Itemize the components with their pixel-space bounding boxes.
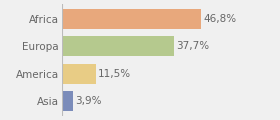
Bar xyxy=(62,36,174,56)
Text: 3,9%: 3,9% xyxy=(76,96,102,106)
Bar xyxy=(62,64,96,84)
Text: 11,5%: 11,5% xyxy=(98,69,131,79)
Bar xyxy=(62,91,73,111)
Text: 46,8%: 46,8% xyxy=(204,14,237,24)
Bar xyxy=(62,9,201,29)
Text: 37,7%: 37,7% xyxy=(176,41,209,51)
